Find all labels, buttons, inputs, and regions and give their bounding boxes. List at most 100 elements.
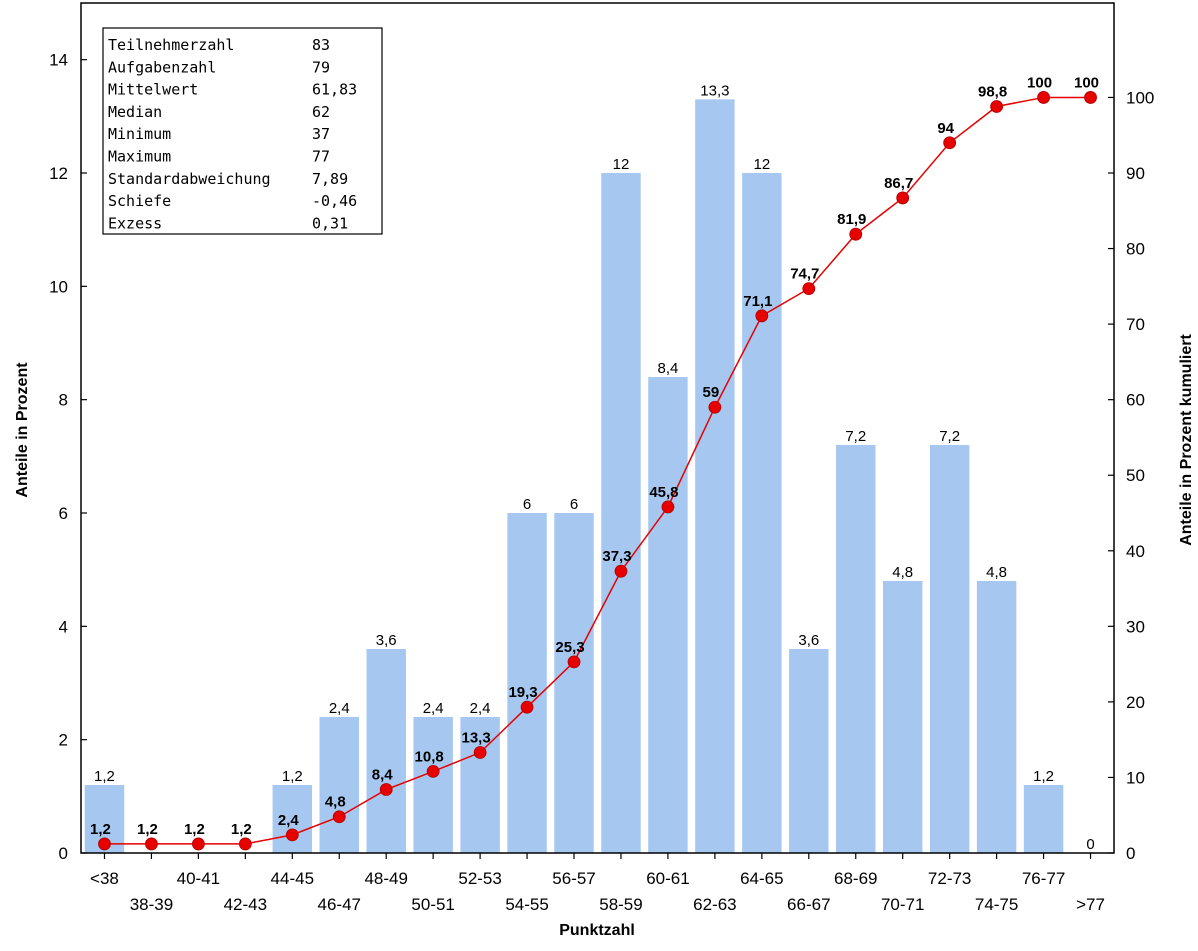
stat-value: 79 (312, 58, 330, 76)
x-tick-label: 60-61 (646, 869, 689, 888)
y-tick-label-right: 10 (1126, 768, 1145, 787)
cumulative-value-label: 1,2 (137, 821, 158, 838)
x-tick-label: 64-65 (740, 869, 783, 888)
bar (742, 173, 782, 853)
x-tick-label: <38 (90, 869, 119, 888)
y-tick-label-left: 14 (49, 51, 68, 70)
cumulative-point (1037, 91, 1050, 104)
cumulative-value-label: 98,8 (978, 84, 1007, 101)
bar-value-label: 6 (570, 496, 578, 513)
x-tick-label: >77 (1076, 895, 1105, 914)
x-tick-label: 74-75 (975, 895, 1018, 914)
y-tick-label-right: 90 (1126, 164, 1145, 183)
y-tick-label-right: 100 (1126, 88, 1154, 107)
bar (648, 377, 688, 853)
x-tick-label: 56-57 (552, 869, 595, 888)
cumulative-value-label: 37,3 (602, 548, 631, 565)
bar-value-label: 3,6 (376, 632, 397, 649)
cumulative-point (191, 837, 205, 851)
cumulative-value-label: 25,3 (555, 639, 584, 656)
bar-value-label: 12 (753, 156, 770, 173)
stat-value: 77 (312, 148, 330, 166)
cumulative-point (1084, 91, 1097, 104)
y-axis-title-right: Anteile in Prozent kumuliert (1178, 334, 1195, 546)
cumulative-value-label: 71,1 (743, 293, 772, 310)
cumulative-value-label: 94 (937, 120, 954, 137)
cumulative-value-label: 1,2 (90, 821, 111, 838)
y-tick-label-right: 20 (1126, 693, 1145, 712)
bar-value-label: 2,4 (470, 700, 491, 717)
plot-frame (80, 2, 1115, 854)
x-tick-label: 54-55 (505, 895, 548, 914)
axes: 024681012140102030405060708090100<3838-3… (49, 51, 1154, 914)
cumulative-value-label: 4,8 (325, 794, 346, 811)
x-tick-label: 76-77 (1022, 869, 1065, 888)
bar (366, 649, 406, 853)
x-tick-label: 44-45 (271, 869, 314, 888)
bar-value-label: 1,2 (282, 768, 303, 785)
bar-value-label: 7,2 (939, 428, 960, 445)
cumulative-value-label: 10,8 (415, 748, 444, 765)
x-tick-label: 62-63 (693, 895, 736, 914)
cumulative-value-label: 13,3 (462, 730, 491, 747)
y-tick-label-right: 80 (1126, 240, 1145, 259)
cumulative-point (614, 564, 628, 578)
bar (695, 99, 735, 854)
stat-label: Standardabweichung (108, 170, 271, 188)
cumulative-value-label: 59 (703, 384, 720, 401)
y-tick-label-left: 12 (49, 164, 68, 183)
x-tick-label: 48-49 (364, 869, 407, 888)
statistics-box: Teilnehmerzahl 83 Aufgabenzahl 79 Mittelwert… (102, 27, 383, 235)
cumulative-point (567, 655, 581, 669)
cumulative-value-label: 19,3 (508, 684, 537, 701)
cumulative-value-label: 1,2 (184, 821, 205, 838)
statistics-box-frame (102, 27, 383, 235)
cumulative-value-label: 86,7 (884, 175, 913, 192)
bar-value-label: 2,4 (329, 700, 350, 717)
y-tick-label-left: 4 (59, 617, 68, 636)
cumulative-value-label: 45,8 (649, 484, 678, 501)
cumulative-point (896, 191, 910, 205)
cumulative-line (104, 96, 1091, 845)
bar (976, 581, 1017, 853)
stat-label: Mittelwert (108, 81, 198, 99)
stat-label: Median (108, 103, 162, 121)
bar (319, 717, 359, 853)
cumulative-value-label: 8,4 (372, 767, 394, 784)
bar (272, 785, 313, 853)
cumulative-point (849, 227, 863, 241)
stat-value: 83 (312, 36, 330, 54)
x-tick-label: 68-69 (834, 869, 877, 888)
cumulative-point (802, 282, 816, 296)
cumulative-point (473, 746, 487, 759)
stat-label: Schiefe (108, 192, 171, 210)
stat-label: Teilnehmerzahl (108, 36, 234, 54)
bar (507, 513, 547, 853)
x-tick-label: 38-39 (130, 895, 173, 914)
cumulative-point (98, 837, 111, 851)
x-tick-label: 46-47 (318, 895, 361, 914)
cumulative-point (332, 810, 346, 824)
bar (836, 445, 876, 853)
cumulative-point (145, 837, 158, 851)
y-tick-label-right: 50 (1126, 466, 1145, 485)
cumulative-value-label: 2,4 (278, 812, 300, 829)
cumulative-value-label: 81,9 (837, 211, 866, 228)
stat-label: Exzess (108, 214, 162, 232)
y-tick-label-left: 2 (59, 731, 68, 750)
cumulative-value-label: 100 (1074, 74, 1099, 91)
y-tick-label-right: 60 (1126, 391, 1145, 410)
y-tick-label-right: 40 (1126, 542, 1145, 561)
cumulative-point (238, 837, 252, 851)
y-tick-label-right: 0 (1126, 844, 1135, 863)
x-axis-title: Punktzahl (559, 922, 635, 939)
bar (882, 581, 923, 853)
stat-value: 62 (312, 103, 330, 121)
y-tick-label-left: 10 (49, 277, 68, 296)
cumulative-point (990, 100, 1004, 113)
bar (413, 717, 453, 853)
stat-label: Minimum (108, 125, 171, 143)
bar-value-label: 7,2 (845, 428, 866, 445)
bar-value-label: 0 (1086, 836, 1094, 853)
